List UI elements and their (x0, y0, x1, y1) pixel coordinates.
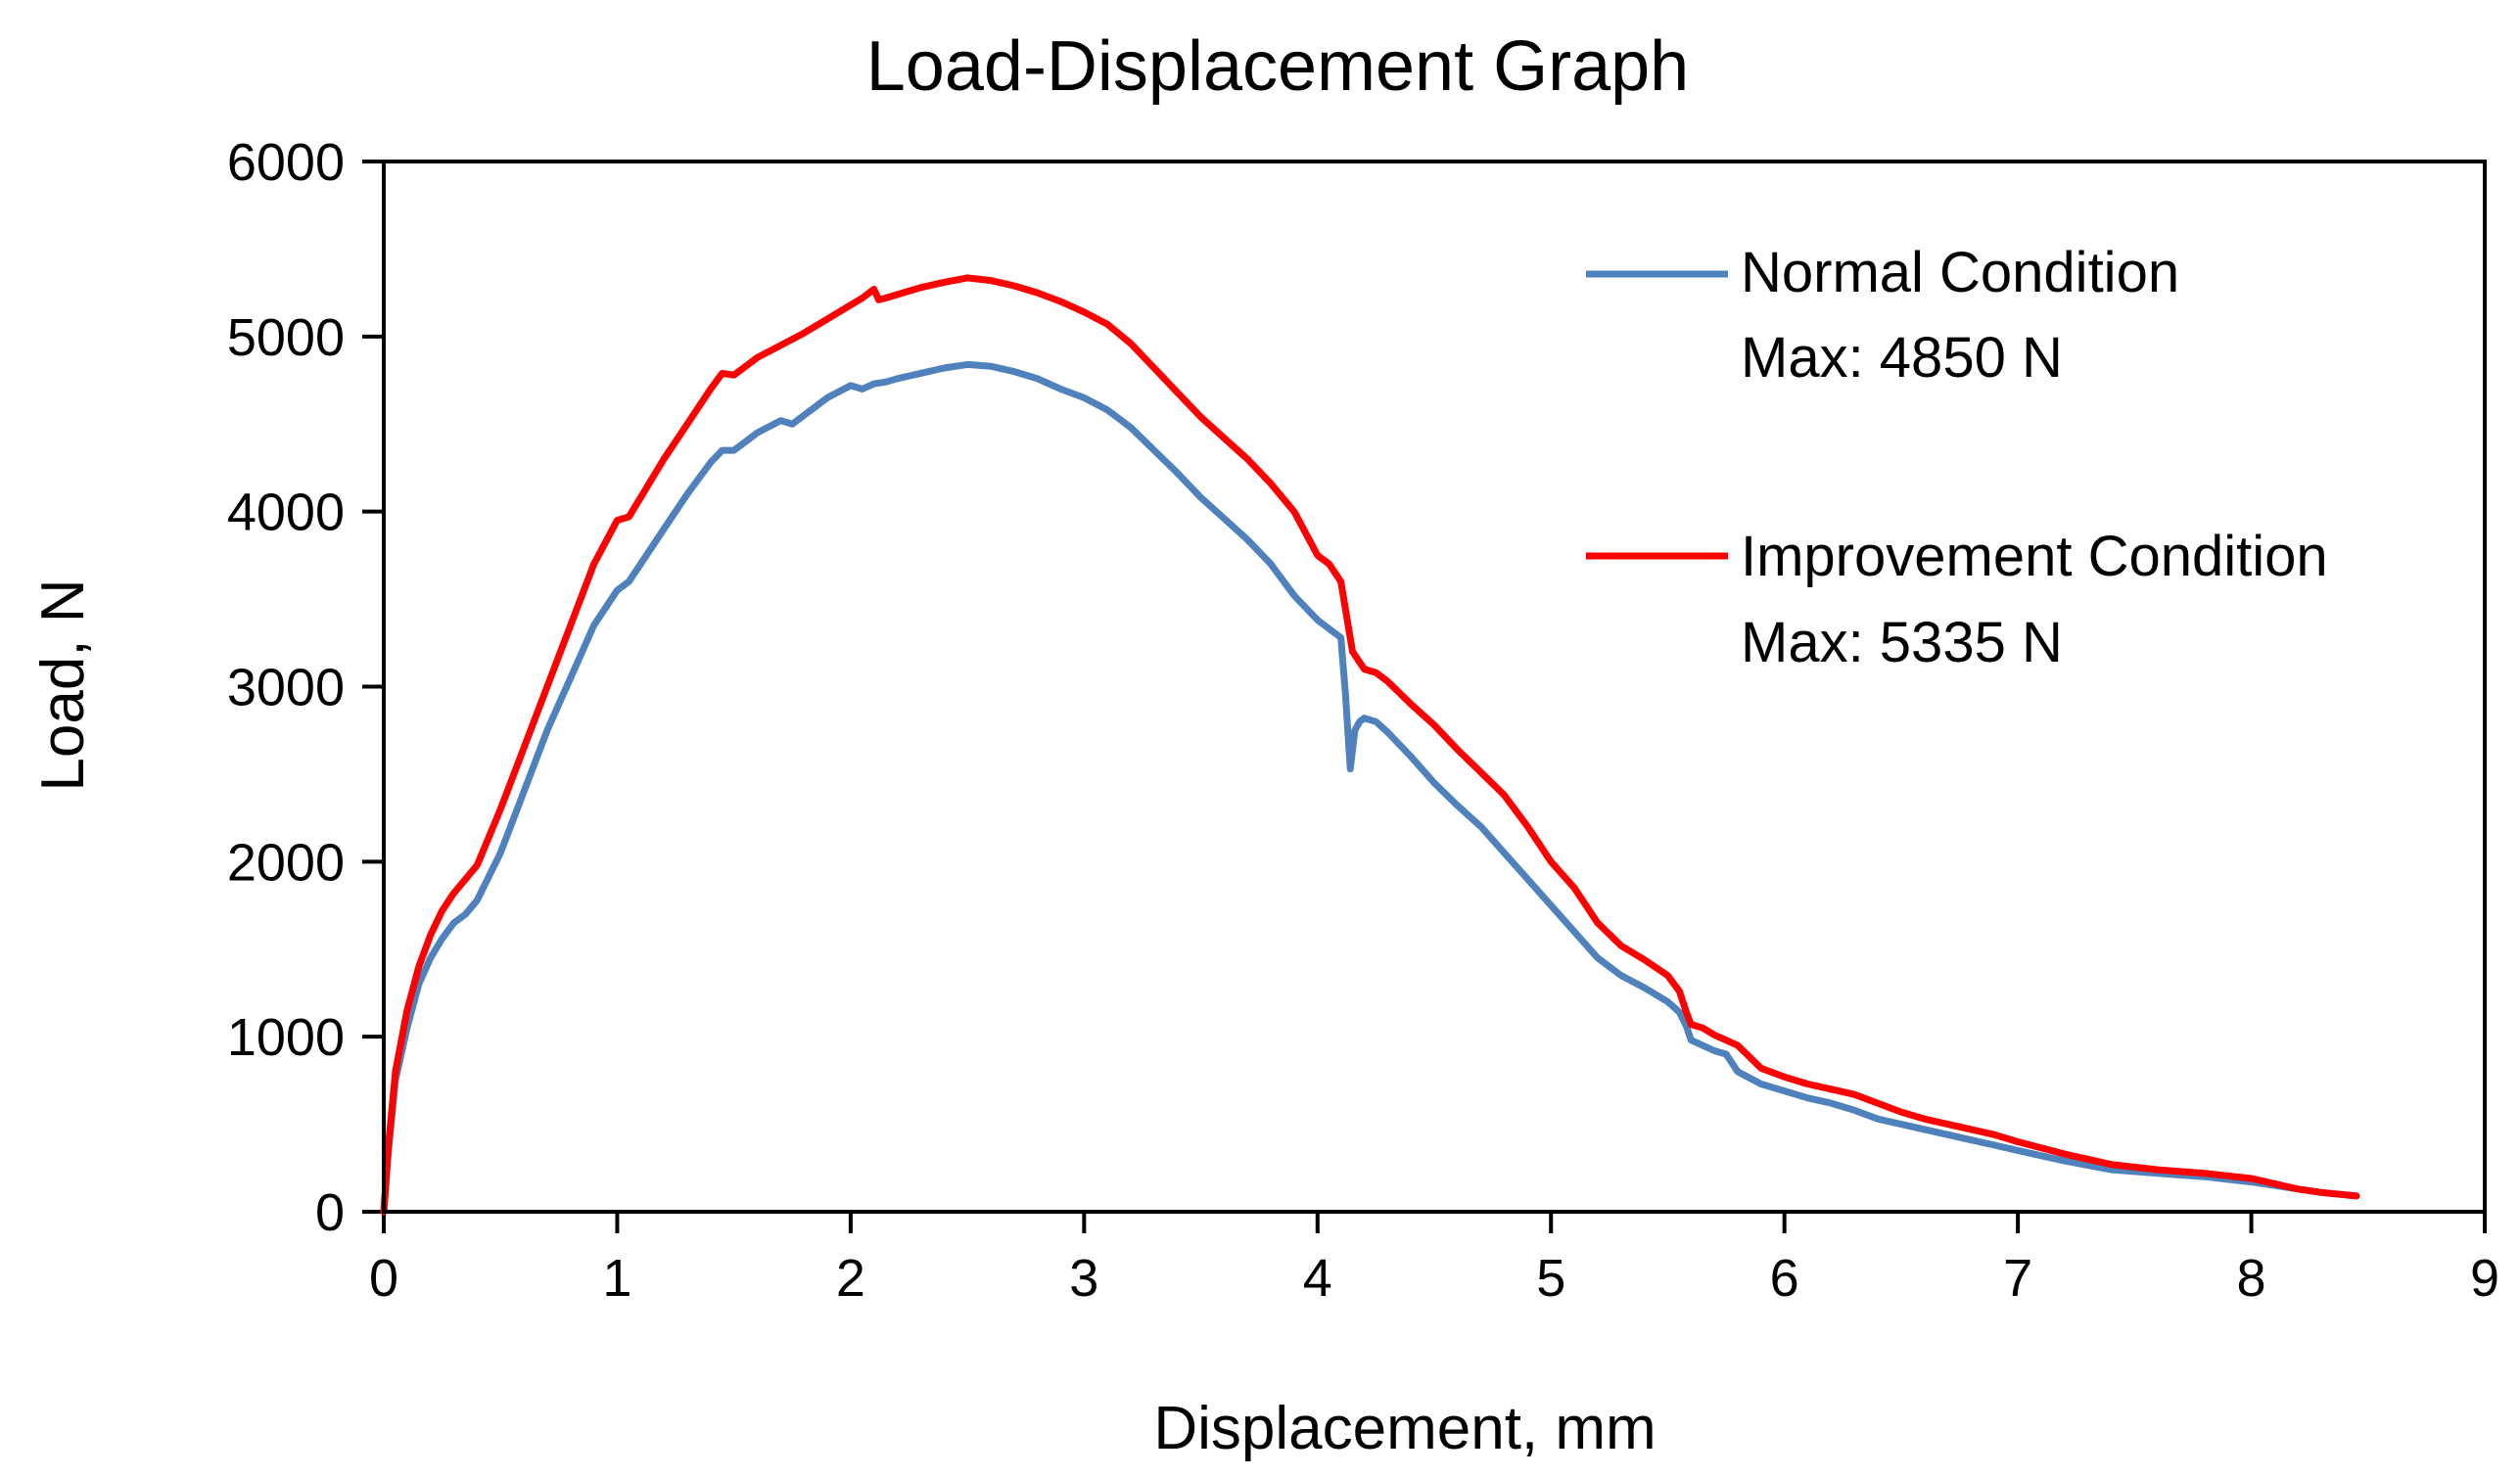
y-axis-ticks: 0 1000 2000 3000 4000 5000 6000 (227, 133, 384, 1242)
x-tick-label: 0 (369, 1249, 398, 1308)
legend: Normal Condition Max: 4850 N Improvement C… (1586, 241, 2328, 674)
x-tick-label: 3 (1069, 1249, 1098, 1308)
x-tick-label: 6 (1770, 1249, 1799, 1308)
x-axis-title: Displacement, mm (1153, 1395, 1656, 1462)
series-line-improvement-condition (380, 274, 2360, 1216)
legend-label-normal-condition: Normal Condition (1741, 241, 2179, 304)
series-line-normal-condition (380, 360, 2360, 1216)
x-tick-label: 7 (2003, 1249, 2032, 1308)
series-layer (380, 274, 2360, 1216)
y-tick-label: 6000 (227, 133, 345, 192)
legend-label-improvement-condition: Improvement Condition (1741, 525, 2328, 588)
x-tick-label: 4 (1303, 1249, 1332, 1308)
x-axis-ticks: 0 1 2 3 4 5 6 7 8 9 (369, 1212, 2499, 1308)
x-tick-label: 1 (602, 1249, 631, 1308)
chart-title: Load-Displacement Graph (866, 27, 1689, 106)
legend-max-normal-condition: Max: 4850 N (1741, 326, 2063, 390)
y-tick-label: 5000 (227, 308, 345, 367)
x-tick-label: 9 (2470, 1249, 2499, 1308)
x-tick-label: 2 (836, 1249, 865, 1308)
y-axis-title: Load, N (29, 578, 97, 791)
y-tick-label: 3000 (227, 659, 345, 717)
plot-area-frame (382, 160, 2487, 1214)
y-tick-label: 1000 (227, 1008, 345, 1067)
x-tick-label: 5 (1536, 1249, 1565, 1308)
y-tick-label: 0 (315, 1183, 345, 1242)
y-tick-label: 2000 (227, 833, 345, 892)
y-tick-label: 4000 (227, 484, 345, 542)
x-tick-label: 8 (2237, 1249, 2266, 1308)
legend-max-improvement-condition: Max: 5335 N (1741, 611, 2063, 674)
